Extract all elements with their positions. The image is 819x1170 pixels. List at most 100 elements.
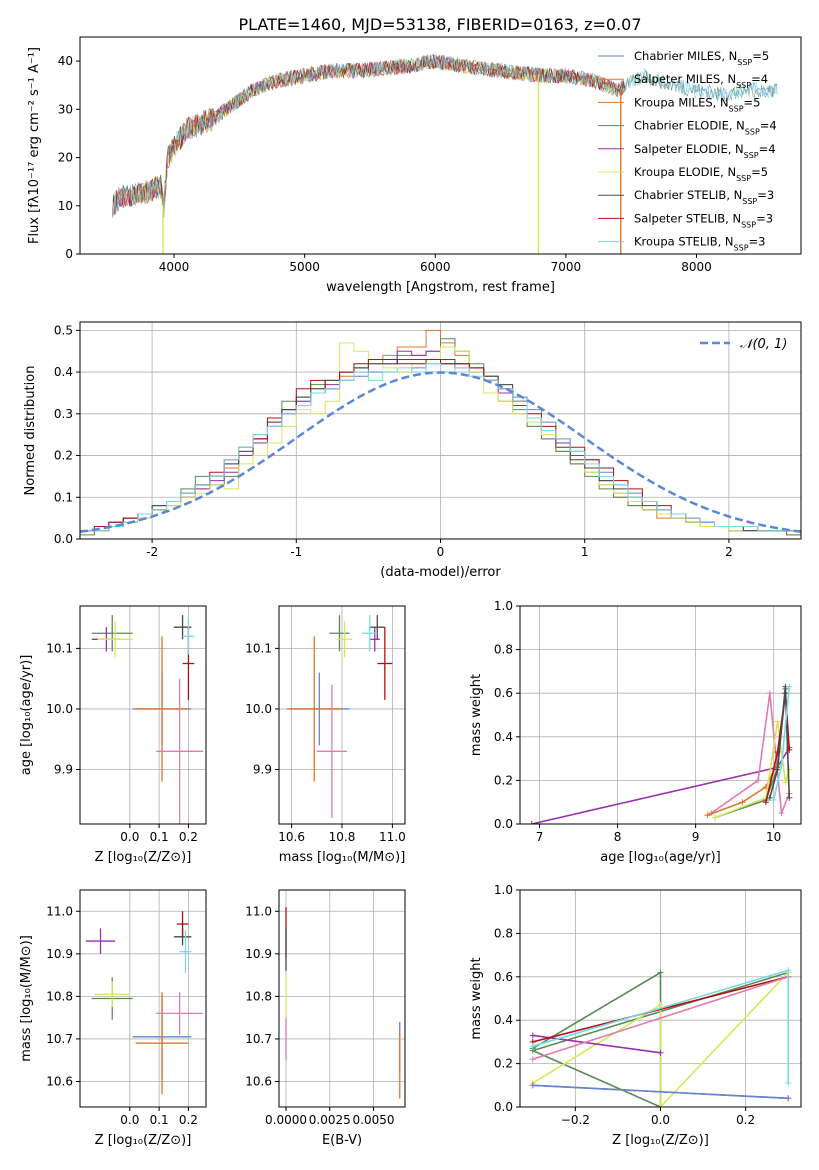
x-axis-label: Z [log₁₀(Z/Z⊙)]: [95, 1133, 192, 1148]
legend-label: Salpeter ELODIE, NSSP=4: [634, 142, 776, 160]
axes-frame: [519, 605, 802, 825]
plot-area: [80, 329, 801, 536]
plot-area: [285, 907, 401, 1099]
y-tick-label: 0.3: [54, 407, 73, 421]
y-tick-label: 0.6: [494, 686, 513, 700]
plot-area: [529, 967, 792, 1107]
legend-label: Chabrier ELODIE, NSSP=4: [634, 119, 777, 137]
x-tick-label: 11.0: [379, 830, 406, 844]
axes-frame: [79, 36, 802, 255]
y-tick-label: 0.2: [494, 773, 513, 787]
x-tick-label: 0.0050: [353, 1113, 395, 1127]
y-tick-label: 10.1: [245, 641, 272, 655]
legend-label: Salpeter STELIB, NSSP=3: [634, 211, 773, 229]
y-axis-label: Flux [fλ10⁻¹⁷ erg cm⁻² s⁻¹ A⁻¹]: [27, 47, 42, 244]
x-tick-label: 8: [614, 830, 622, 844]
x-tick-label: -2: [146, 545, 158, 559]
y-axis-label: mass weight: [469, 674, 484, 756]
y-tick-label: 0.4: [54, 365, 73, 379]
x-tick-label: 7000: [551, 260, 582, 274]
x-tick-label: −0.2: [561, 1113, 590, 1127]
axes-5: 0.0 0.1 0.2 10.6 10.7 10.8 10.9 11.0 Z [log₁₀(Z/…: [19, 889, 207, 1148]
hist-series-7: [80, 363, 801, 532]
axes-frame: [79, 889, 207, 1108]
x-axis-label: mass [log₁₀(M/M⊙)]: [279, 850, 406, 865]
x-tick-label: 0.2: [179, 830, 198, 844]
axes-7: −0.2 0.0 0.2 0.0 0.2 0.4 0.6 0.8 1.0 Z [log₁₀(Z/Z…: [469, 883, 802, 1148]
x-tick-label: 10.6: [278, 830, 305, 844]
y-tick-label: 0.2: [494, 1057, 513, 1071]
axes-2: 0.0 0.1 0.2 9.9 10.0 10.1 Z [log₁₀(Z/Z⊙)] age […: [19, 605, 207, 865]
spectrum-line-7: [112, 54, 625, 214]
x-tick-label: 0.0: [651, 1113, 670, 1127]
x-axis-label: E(B-V): [322, 1133, 362, 1148]
x-tick-label: 5000: [289, 260, 320, 274]
x-axis-label: Z [log₁₀(Z/Z⊙)]: [612, 1133, 709, 1148]
x-tick-label: 1: [581, 545, 589, 559]
y-tick-label: 10.7: [46, 1032, 73, 1046]
spectrum-line-8: [112, 54, 778, 215]
x-tick-label: 6000: [420, 260, 451, 274]
y-tick-label: 9.9: [54, 763, 73, 777]
x-tick-label: 10.8: [329, 830, 356, 844]
y-tick-label: 0.1: [54, 490, 73, 504]
y-tick-label: 10: [58, 199, 73, 213]
axes-1: -2 -1 0 1 2 0.0 0.1 0.2 0.3 0.4 0.5 (data-model)/er…: [23, 321, 802, 580]
y-tick-label: 10.8: [46, 989, 73, 1003]
y-tick-label: 0.5: [54, 323, 73, 337]
legend-label: Chabrier STELIB, NSSP=3: [634, 188, 774, 206]
weight-line-4: [532, 976, 789, 1061]
plot-area: [85, 911, 204, 1095]
y-tick-label: 40: [58, 54, 73, 68]
y-tick-label: 30: [58, 102, 73, 116]
axes-0: 4000 5000 6000 7000 8000 0 10 20 30 40 wavelength …: [27, 36, 802, 295]
x-axis-label: Z [log₁₀(Z/Z⊙)]: [95, 850, 192, 865]
y-tick-label: 0: [65, 247, 73, 261]
plot-area: [112, 53, 778, 254]
y-tick-label: 0.2: [54, 449, 73, 463]
x-tick-label: 2: [725, 545, 733, 559]
weight-line-0: [530, 971, 789, 1107]
y-tick-label: 0.4: [494, 1013, 513, 1027]
plot-area: [91, 615, 204, 824]
plot-area: [528, 683, 793, 824]
x-tick-label: 0.0: [120, 1113, 139, 1127]
x-tick-label: 0.0: [120, 830, 139, 844]
weight-line-6: [769, 686, 791, 799]
y-tick-label: 10.8: [245, 989, 272, 1003]
y-tick-label: 1.0: [494, 599, 513, 613]
legend-label: Kroupa STELIB, NSSP=3: [634, 235, 765, 253]
y-tick-label: 0.8: [494, 926, 513, 940]
y-tick-label: 10.7: [245, 1032, 272, 1046]
normal-curve: [80, 371, 801, 533]
x-tick-label: 0.1: [150, 830, 169, 844]
y-tick-label: 11.0: [245, 904, 272, 918]
y-tick-label: 10.6: [245, 1074, 272, 1088]
figure-title: PLATE=1460, MJD=53138, FIBERID=0163, z=0…: [238, 15, 641, 34]
legend-label: Salpeter MILES, NSSP=4: [634, 72, 768, 90]
x-tick-label: 0.2: [179, 1113, 198, 1127]
weight-line-2: [532, 1034, 661, 1054]
axes-3: 10.6 10.8 11.0 9.9 10.0 10.1 mass [log₁₀(M/M⊙)…: [245, 605, 406, 865]
x-axis-label: age [log₁₀(age/yr)]: [600, 850, 721, 865]
x-tick-label: 0: [437, 545, 445, 559]
y-tick-label: 10.9: [245, 947, 272, 961]
y-axis-label: age [log₁₀(age/yr)]: [19, 655, 34, 776]
x-axis-label: (data-model)/error: [380, 565, 501, 580]
axes-frame: [278, 889, 406, 1108]
y-tick-label: 11.0: [46, 904, 73, 918]
x-tick-label: 10: [766, 830, 781, 844]
y-axis-label: Normed distribution: [23, 366, 38, 496]
y-tick-label: 10.0: [46, 702, 73, 716]
legend-label: Kroupa ELODIE, NSSP=5: [634, 165, 768, 183]
plot-area: [286, 615, 393, 818]
y-tick-label: 0.0: [54, 532, 73, 546]
x-tick-label: -1: [290, 545, 302, 559]
y-tick-label: 0.0: [494, 1100, 513, 1114]
legend-label: Kroupa MILES, NSSP=5: [634, 95, 760, 113]
y-tick-label: 10.1: [46, 641, 73, 655]
weight-line-7: [532, 1084, 789, 1100]
y-tick-label: 1.0: [494, 883, 513, 897]
x-tick-label: 7: [536, 830, 544, 844]
